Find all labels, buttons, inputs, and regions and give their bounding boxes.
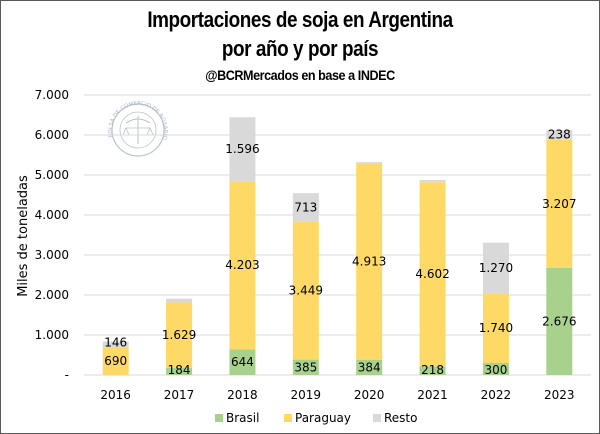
y-axis: - 1.000 2.000 3.000 4.000 5.000 6.000 7.000: [35, 88, 69, 382]
bar-resto: [102, 341, 129, 348]
x-tick-label: 2023: [544, 388, 575, 402]
bar-paraguay: [102, 347, 129, 375]
legend-swatch-brasil: [215, 414, 223, 422]
y-tick-label: 5.000: [35, 168, 69, 182]
x-tick-label: 2019: [291, 388, 322, 402]
bar-resto: [419, 180, 446, 183]
bar-brasil: [546, 267, 573, 375]
bar-resto: [229, 117, 256, 182]
bars: [102, 117, 573, 375]
chart-title: Importaciones de soja en Argentina: [147, 7, 453, 32]
data-label-resto: 238: [548, 128, 571, 142]
data-label-paraguay: 3.207: [542, 197, 576, 211]
bar-resto: [356, 162, 383, 164]
y-tick-label: 3.000: [35, 248, 69, 262]
bar-resto: [292, 193, 319, 222]
y-axis-label: Miles de toneladas: [16, 175, 31, 297]
data-label-brasil: 385: [294, 360, 317, 374]
legend-swatch-paraguay: [284, 414, 292, 422]
y-tick-label: 6.000: [35, 128, 69, 142]
data-labels: 690 146 184 1.629 644 4.203 1.596 385 3.449 713 38…: [104, 128, 576, 377]
x-tick-label: 2016: [100, 388, 131, 402]
bcr-logo-watermark: BOLSA DE COMERCIO DE ROSARIO: [108, 101, 168, 157]
data-label-brasil: 184: [168, 363, 191, 377]
y-tick-label: 1.000: [35, 328, 69, 342]
data-label-brasil: 644: [231, 355, 254, 369]
data-label-brasil: 2.676: [542, 314, 576, 328]
data-label-paraguay: 4.602: [415, 267, 449, 281]
data-label-brasil: 218: [421, 363, 444, 377]
data-label-resto: 1.596: [225, 142, 259, 156]
bar-resto: [166, 298, 193, 303]
data-label-resto: 146: [104, 335, 127, 349]
bar-brasil: [482, 363, 509, 375]
legend-label-resto: Resto: [384, 411, 417, 425]
data-label-paraguay: 1.629: [162, 328, 196, 342]
x-tick-label: 2018: [227, 388, 258, 402]
data-label-resto: 1.270: [479, 261, 513, 275]
bar-paraguay: [546, 139, 573, 268]
bar-brasil: [229, 349, 256, 375]
chart-subtitle: @BCRMercados en base a INDEC: [205, 67, 395, 83]
bar-resto: [482, 242, 509, 294]
y-tick-label: 2.000: [35, 288, 69, 302]
y-tick-label: 7.000: [35, 88, 69, 102]
x-tick-label: 2017: [164, 388, 195, 402]
y-tick-label: 4.000: [35, 208, 69, 222]
logo-wings-icon: [125, 118, 151, 124]
data-label-resto: 713: [294, 200, 317, 214]
data-label-paraguay: 4.203: [225, 258, 259, 272]
legend-label-brasil: Brasil: [226, 411, 259, 425]
logo-inner-ring: [119, 111, 157, 149]
x-tick-label: 2021: [417, 388, 448, 402]
x-tick-label: 2022: [481, 388, 512, 402]
bar-paraguay: [482, 293, 509, 363]
y-tick-label: -: [65, 368, 69, 382]
bar-brasil: [292, 359, 319, 375]
bar-paraguay: [229, 181, 256, 350]
x-axis: 2016 2017 2018 2019 2020 2021 2022 2023: [100, 388, 574, 402]
bar-brasil: [419, 366, 446, 375]
data-label-brasil: 300: [484, 363, 507, 377]
legend-swatch-resto: [373, 414, 381, 422]
data-label-paraguay: 1.740: [479, 321, 513, 335]
data-label-paraguay: 4.913: [352, 254, 386, 268]
bar-paraguay: [419, 182, 446, 367]
bar-paraguay: [356, 163, 383, 360]
gridlines: [84, 94, 591, 376]
chart-title-line2: por año y por país: [221, 36, 379, 61]
data-label-brasil: 384: [358, 360, 381, 374]
legend-label-paraguay: Paraguay: [295, 411, 351, 425]
data-label-paraguay: 690: [104, 354, 127, 368]
bar-paraguay: [292, 221, 319, 360]
bar-resto: [546, 130, 573, 140]
bar-brasil: [356, 359, 383, 375]
legend: Brasil Paraguay Resto: [215, 411, 417, 425]
bar-brasil: [166, 367, 193, 375]
x-tick-label: 2020: [354, 388, 385, 402]
data-label-paraguay: 3.449: [289, 284, 323, 298]
logo-outer-ring: [111, 103, 165, 157]
bar-paraguay: [166, 302, 193, 368]
